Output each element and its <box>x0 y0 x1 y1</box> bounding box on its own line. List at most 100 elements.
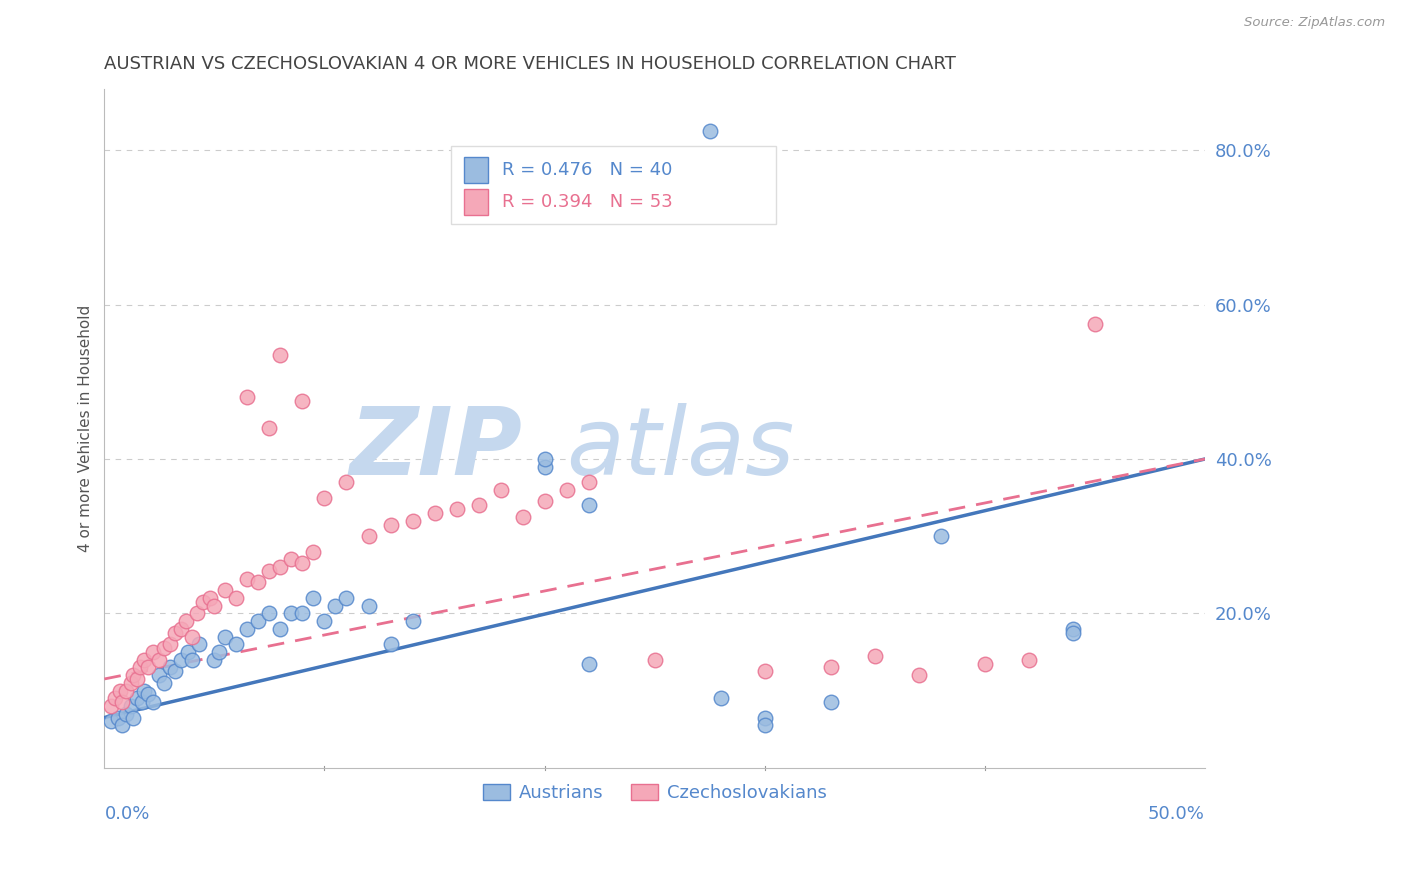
Point <box>111 718 134 732</box>
Point <box>186 607 208 621</box>
Point <box>446 502 468 516</box>
Point <box>533 452 555 467</box>
Point <box>754 665 776 679</box>
Point <box>148 653 170 667</box>
Point <box>181 630 204 644</box>
Point <box>148 668 170 682</box>
Point <box>1062 625 1084 640</box>
Point <box>107 710 129 724</box>
Point <box>225 637 247 651</box>
Point <box>193 595 215 609</box>
Point <box>269 622 291 636</box>
Point <box>1018 653 1040 667</box>
Point <box>533 494 555 508</box>
Point <box>214 630 236 644</box>
Point <box>128 660 150 674</box>
Point <box>863 648 886 663</box>
Point <box>120 675 142 690</box>
Point <box>247 614 270 628</box>
Point <box>280 552 302 566</box>
Point <box>214 583 236 598</box>
Point <box>132 653 155 667</box>
Point <box>122 668 145 682</box>
Point <box>1062 622 1084 636</box>
Point <box>115 706 138 721</box>
Point <box>291 556 314 570</box>
Point <box>325 599 347 613</box>
Point <box>204 653 226 667</box>
Text: Source: ZipAtlas.com: Source: ZipAtlas.com <box>1244 16 1385 29</box>
Point <box>259 607 281 621</box>
Point <box>225 591 247 605</box>
Point <box>174 614 197 628</box>
Bar <box>464 189 488 215</box>
Point <box>259 421 281 435</box>
Point <box>1084 317 1107 331</box>
Text: 50.0%: 50.0% <box>1149 805 1205 823</box>
Point <box>929 529 952 543</box>
Text: R = 0.476   N = 40: R = 0.476 N = 40 <box>502 161 672 179</box>
Text: atlas: atlas <box>567 403 794 494</box>
Point <box>100 698 122 713</box>
Point <box>335 591 357 605</box>
Point <box>236 390 259 404</box>
Point <box>163 665 186 679</box>
Point <box>142 695 165 709</box>
Point <box>127 691 149 706</box>
Point <box>699 124 721 138</box>
Text: AUSTRIAN VS CZECHOSLOVAKIAN 4 OR MORE VEHICLES IN HOUSEHOLD CORRELATION CHART: AUSTRIAN VS CZECHOSLOVAKIAN 4 OR MORE VE… <box>104 55 956 73</box>
Point <box>533 459 555 474</box>
Point <box>302 591 325 605</box>
Point <box>280 607 302 621</box>
Legend: Austrians, Czechoslovakians: Austrians, Czechoslovakians <box>475 777 834 810</box>
Point <box>302 544 325 558</box>
Point <box>578 475 600 490</box>
Point <box>120 698 142 713</box>
Bar <box>464 157 488 183</box>
Point <box>131 695 153 709</box>
FancyBboxPatch shape <box>451 146 776 225</box>
Point <box>198 591 221 605</box>
Point <box>335 475 357 490</box>
Point <box>100 714 122 729</box>
Point <box>644 653 666 667</box>
Point <box>357 599 380 613</box>
Point <box>314 491 336 505</box>
Point <box>138 687 160 701</box>
Point <box>132 683 155 698</box>
Text: R = 0.394   N = 53: R = 0.394 N = 53 <box>502 193 672 211</box>
Point <box>204 599 226 613</box>
Point <box>170 653 193 667</box>
Point <box>291 394 314 409</box>
Point <box>122 710 145 724</box>
Point <box>269 348 291 362</box>
Point <box>401 614 423 628</box>
Point <box>259 564 281 578</box>
Point <box>467 498 489 512</box>
Point <box>423 506 446 520</box>
Point <box>159 637 181 651</box>
Text: 0.0%: 0.0% <box>104 805 150 823</box>
Point <box>314 614 336 628</box>
Point <box>754 718 776 732</box>
Point <box>115 683 138 698</box>
Point <box>820 660 842 674</box>
Point <box>208 645 231 659</box>
Point <box>247 575 270 590</box>
Point <box>710 691 733 706</box>
Point <box>142 645 165 659</box>
Point <box>181 653 204 667</box>
Point <box>104 691 127 706</box>
Point <box>380 637 402 651</box>
Point <box>188 637 211 651</box>
Point <box>138 660 160 674</box>
Point <box>236 622 259 636</box>
Point <box>236 572 259 586</box>
Point <box>578 657 600 671</box>
Point <box>177 645 200 659</box>
Point <box>163 625 186 640</box>
Point <box>401 514 423 528</box>
Point <box>170 622 193 636</box>
Point <box>357 529 380 543</box>
Point <box>159 660 181 674</box>
